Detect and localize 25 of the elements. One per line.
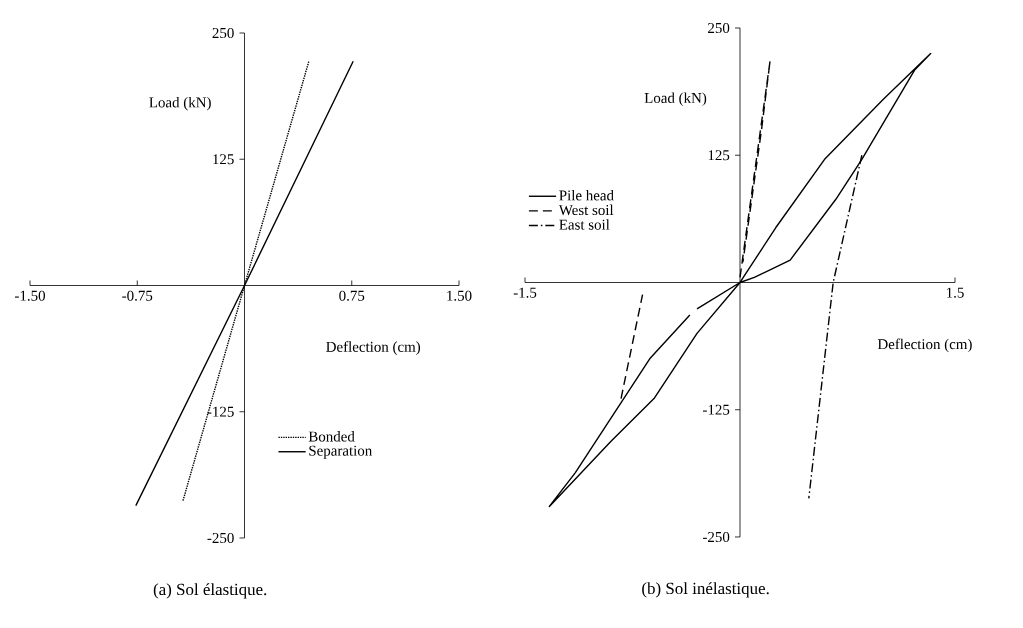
x-tick-label: 1.50 — [447, 290, 472, 301]
text: (a) Sol élastique. — [153, 583, 267, 599]
x-tick-label: 0.75 — [339, 290, 365, 301]
y-tick-label: -125 — [702, 404, 730, 415]
y-tick-label: -250 — [207, 532, 234, 544]
y-tick-label: 250 — [708, 22, 730, 34]
text: (b) Sol inélastique. — [642, 582, 769, 598]
legend-label: Separation — [309, 445, 373, 459]
y-axis-title: Load (kN) — [644, 92, 707, 107]
y-tick-label: 250 — [212, 27, 234, 39]
x-axis-title: Deflection (cm) — [877, 338, 972, 353]
x-tick-label: -1.5 — [513, 287, 537, 298]
x-tick-label: -1.50 — [14, 290, 46, 301]
legend-label: Bonded — [308, 431, 355, 442]
y-axis-title: Load (kN) — [149, 96, 211, 111]
legend-label: East soil — [559, 219, 610, 230]
y-tick-label: 125 — [708, 150, 730, 161]
x-axis-title: Deflection (cm) — [326, 341, 421, 355]
y-tick-label: 125 — [213, 154, 234, 165]
legend-label: Pile head — [559, 189, 614, 201]
legend-label: West soil — [558, 204, 614, 216]
y-tick-label: -125 — [207, 406, 234, 417]
y-tick-label: -250 — [702, 531, 730, 543]
x-tick-label: 1.5 — [946, 287, 964, 298]
x-tick-label: -0.75 — [122, 290, 153, 301]
